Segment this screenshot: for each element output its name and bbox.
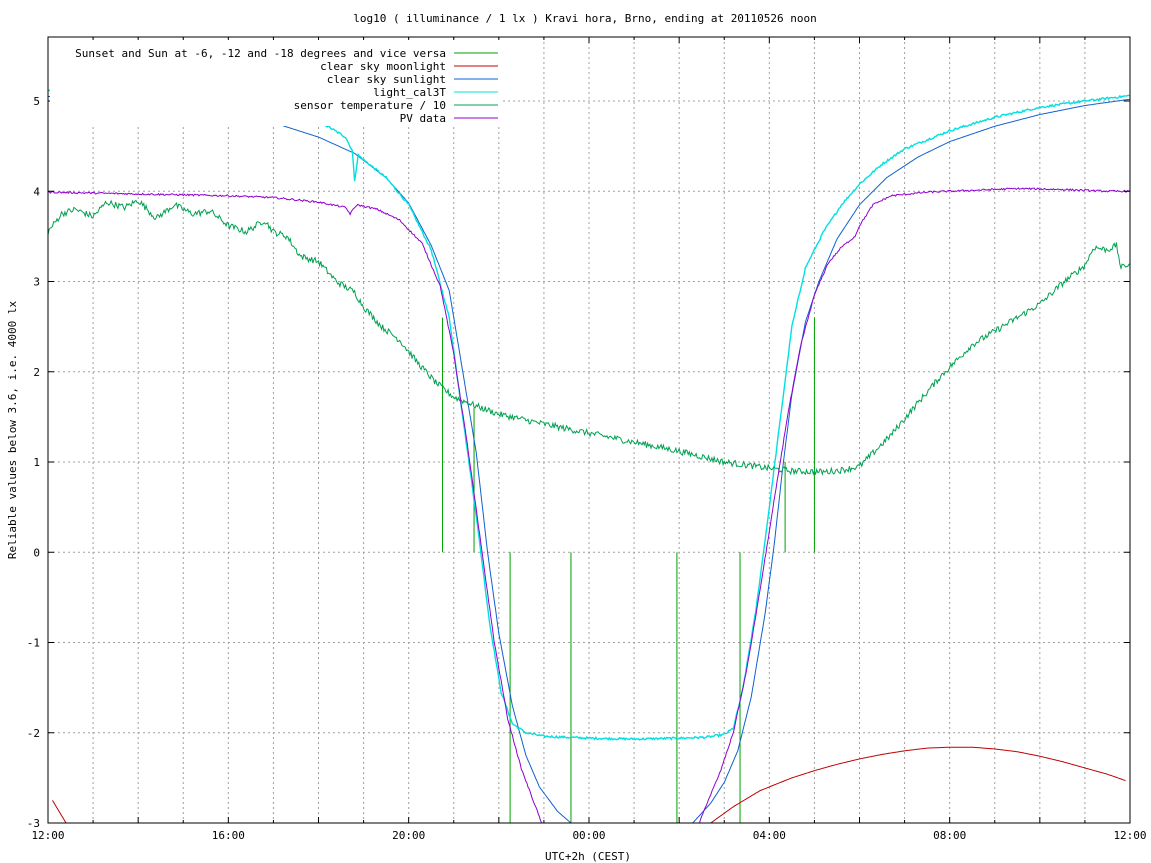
axis-ticks <box>48 37 1130 824</box>
y-tick-label: -3 <box>27 817 40 830</box>
chart-title: log10 ( illuminance / 1 lx ) Kravi hora,… <box>353 12 817 25</box>
x-tick-label: 08:00 <box>933 829 966 842</box>
series-line <box>47 199 1131 477</box>
legend-label: PV data <box>400 112 446 125</box>
y-tick-label: -2 <box>27 727 40 740</box>
x-tick-label: 20:00 <box>392 829 425 842</box>
series-sensor-temperature-10 <box>47 199 1131 477</box>
legend-label: clear sky moonlight <box>320 60 446 73</box>
y-tick-label: 3 <box>33 276 40 289</box>
legend-label: sensor temperature / 10 <box>294 99 446 112</box>
x-tick-label: 00:00 <box>572 829 605 842</box>
legend-label: light_cal3T <box>373 86 446 99</box>
x-tick-label: 12:00 <box>31 829 64 842</box>
y-axis-label: Reliable values below 3.6, i.e. 4000 lx <box>6 300 19 559</box>
legend-label: Sunset and Sun at -6, -12 and -18 degree… <box>75 47 446 60</box>
x-axis-label: UTC+2h (CEST) <box>545 850 631 863</box>
y-tick-label: -1 <box>27 637 40 650</box>
plot-frame <box>47 36 1131 824</box>
y-tick-label: 5 <box>33 95 40 108</box>
series-sunset-and-sun-at-6-12-and-18-degrees-and-vice-versa <box>441 317 815 823</box>
y-tick-label: 4 <box>33 185 40 198</box>
legend-box <box>50 40 502 126</box>
x-tick-label: 16:00 <box>212 829 245 842</box>
grid-lines <box>48 37 1130 823</box>
legend: Sunset and Sun at -6, -12 and -18 degree… <box>75 47 498 125</box>
series-clear-sky-sunlight <box>48 96 1131 824</box>
x-tick-label: 12:00 <box>1113 829 1146 842</box>
y-tick-label: 2 <box>33 366 40 379</box>
y-tick-label: 0 <box>33 546 40 559</box>
tick-labels: -3 -2 -1 0 1 2 3 4 5 12:00 16:00 20:00 00:00 04:00 08:… <box>27 95 1147 842</box>
y-tick-label: 1 <box>33 456 40 469</box>
legend-label: clear sky sunlight <box>327 73 446 86</box>
x-tick-label: 04:00 <box>753 829 786 842</box>
series-line <box>48 96 1131 824</box>
